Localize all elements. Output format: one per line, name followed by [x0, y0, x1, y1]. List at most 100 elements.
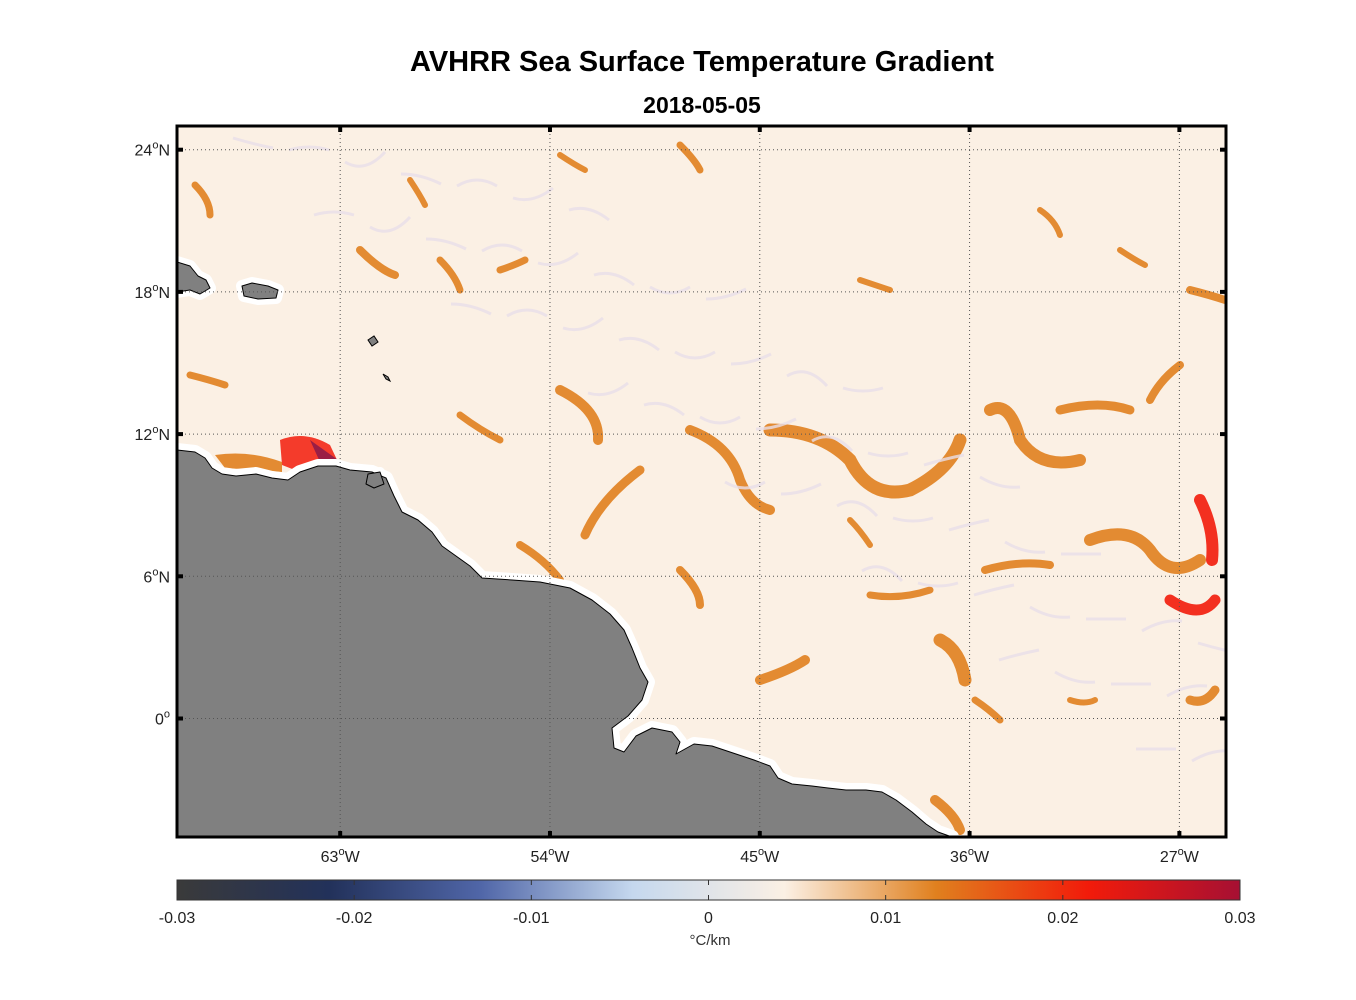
texture-line-50 — [786, 370, 829, 388]
texture-line-19 — [699, 415, 741, 425]
land-trinidad-coastline — [365, 471, 385, 489]
land-guadeloupe — [367, 335, 379, 347]
texture-line-51 — [923, 453, 965, 467]
gradient-front-6 — [1146, 361, 1184, 404]
cbar-tick-label-3: 0 — [704, 910, 713, 927]
texture-line-3 — [587, 381, 629, 397]
texture-line-6 — [998, 648, 1040, 662]
texture-line-29 — [1029, 605, 1071, 619]
texture-line-53 — [1197, 641, 1226, 652]
lat-label-6N: 6oN — [143, 566, 170, 586]
texture-line-28 — [892, 516, 934, 523]
gradient-front-10 — [933, 633, 972, 687]
map-title: AVHRR Sea Surface Temperature Gradient — [410, 46, 994, 78]
texture-line-8 — [232, 136, 274, 150]
gradient-front-22 — [676, 566, 704, 609]
texture-line-56 — [568, 206, 610, 222]
texture-line-4 — [724, 480, 766, 490]
texture-line-18 — [562, 316, 604, 332]
lon-label-27W: 27oW — [1160, 846, 1200, 866]
gradient-front-19 — [436, 256, 464, 294]
texture-line-21 — [973, 583, 1015, 597]
cbar-tick-label-1: -0.02 — [336, 910, 373, 927]
gradient-hotspot-dark — [310, 440, 338, 462]
longitude-labels: 63oW 54oW 45oW 36oW 27oW — [321, 846, 1200, 866]
gradient-front-11 — [930, 795, 965, 835]
cbar-tick-label-4: 0.01 — [870, 910, 901, 927]
gradient-front-14 — [981, 559, 1054, 574]
gradient-front-7 — [1084, 528, 1206, 574]
gradient-front-27 — [557, 152, 588, 173]
land-south-america-coastline — [177, 449, 953, 837]
gradient-front-8 — [1194, 494, 1219, 566]
texture-line-24 — [344, 150, 387, 168]
cbar-tick-label-6: 0.03 — [1224, 910, 1255, 927]
cbar-tick-label-0: -0.03 — [159, 910, 196, 927]
texture-line-34 — [674, 350, 716, 360]
texture-line-17 — [425, 237, 467, 251]
map-frame — [175, 124, 1228, 839]
axis-ticks — [177, 126, 1226, 837]
texture-line-16 — [288, 145, 330, 152]
gradient-front-33 — [847, 517, 873, 548]
map-subtitle: 2018-05-05 — [643, 92, 761, 118]
gradient-front-1 — [580, 465, 645, 540]
colorbar-label: °C/km — [689, 932, 731, 949]
gradient-front-20 — [496, 256, 529, 274]
gradient-front-15 — [1186, 286, 1226, 304]
texture-line-10 — [506, 308, 548, 318]
texture-line-40 — [456, 178, 498, 188]
gradient-front-2 — [685, 425, 775, 515]
texture-line-43 — [867, 451, 909, 458]
gradient-front-coastal — [215, 453, 282, 472]
gradient-front-31 — [1117, 247, 1148, 268]
texture-line-41 — [593, 271, 635, 287]
lat-label-18N: 18oN — [135, 282, 170, 302]
texture-line-1 — [313, 210, 355, 217]
texture-line-49 — [649, 285, 691, 295]
gradient-front-17 — [971, 696, 1004, 724]
texture-line-57 — [705, 287, 747, 301]
gradient-front-12 — [755, 655, 810, 685]
gradient-front-4 — [984, 402, 1086, 469]
texture-line-27 — [755, 417, 797, 431]
gradient-front-29 — [857, 277, 893, 293]
texture-line-45 — [1141, 619, 1183, 633]
texture-line-35 — [811, 435, 854, 453]
gradient-front-32 — [1067, 697, 1098, 706]
texture-line-33 — [537, 251, 579, 267]
gradient-front-9 — [1164, 594, 1221, 616]
texture-line-36 — [948, 518, 990, 532]
cbar-tick-label-5: 0.02 — [1047, 910, 1078, 927]
texture-line-13 — [917, 581, 959, 588]
graticule — [177, 126, 1226, 837]
gradient-front-23 — [456, 411, 504, 444]
texture-line-15 — [1191, 749, 1226, 763]
texture-line-14 — [1054, 670, 1096, 684]
texture-line-32 — [400, 172, 442, 186]
texture-line-11 — [643, 401, 685, 417]
cbar-tick-label-2: -0.01 — [513, 910, 550, 927]
texture-line-59 — [979, 475, 1021, 489]
texture-line-58 — [842, 386, 884, 393]
gradient-front-13 — [866, 586, 934, 601]
gradient-front-16 — [1185, 685, 1220, 706]
lon-label-54W: 54oW — [530, 846, 570, 866]
lat-label-24N: 24oN — [135, 140, 170, 160]
gradient-front-5 — [1055, 400, 1135, 415]
texture-line-30 — [1166, 684, 1208, 698]
gradient-front-18 — [356, 246, 399, 279]
texture-line-42 — [730, 352, 772, 366]
texture-line-20 — [836, 500, 879, 518]
colorbar-ticks: -0.03 -0.02 -0.01 0 0.01 0.02 0.03 — [159, 880, 1256, 927]
texture-line-9 — [369, 215, 412, 233]
gradient-front-25 — [191, 181, 214, 219]
gradient-front-30 — [1037, 207, 1063, 238]
texture-line-12 — [780, 482, 822, 496]
lon-label-63W: 63oW — [321, 846, 361, 866]
texture-line-44 — [1004, 540, 1046, 554]
land-mask — [177, 256, 959, 837]
texture-line-25 — [481, 243, 523, 253]
